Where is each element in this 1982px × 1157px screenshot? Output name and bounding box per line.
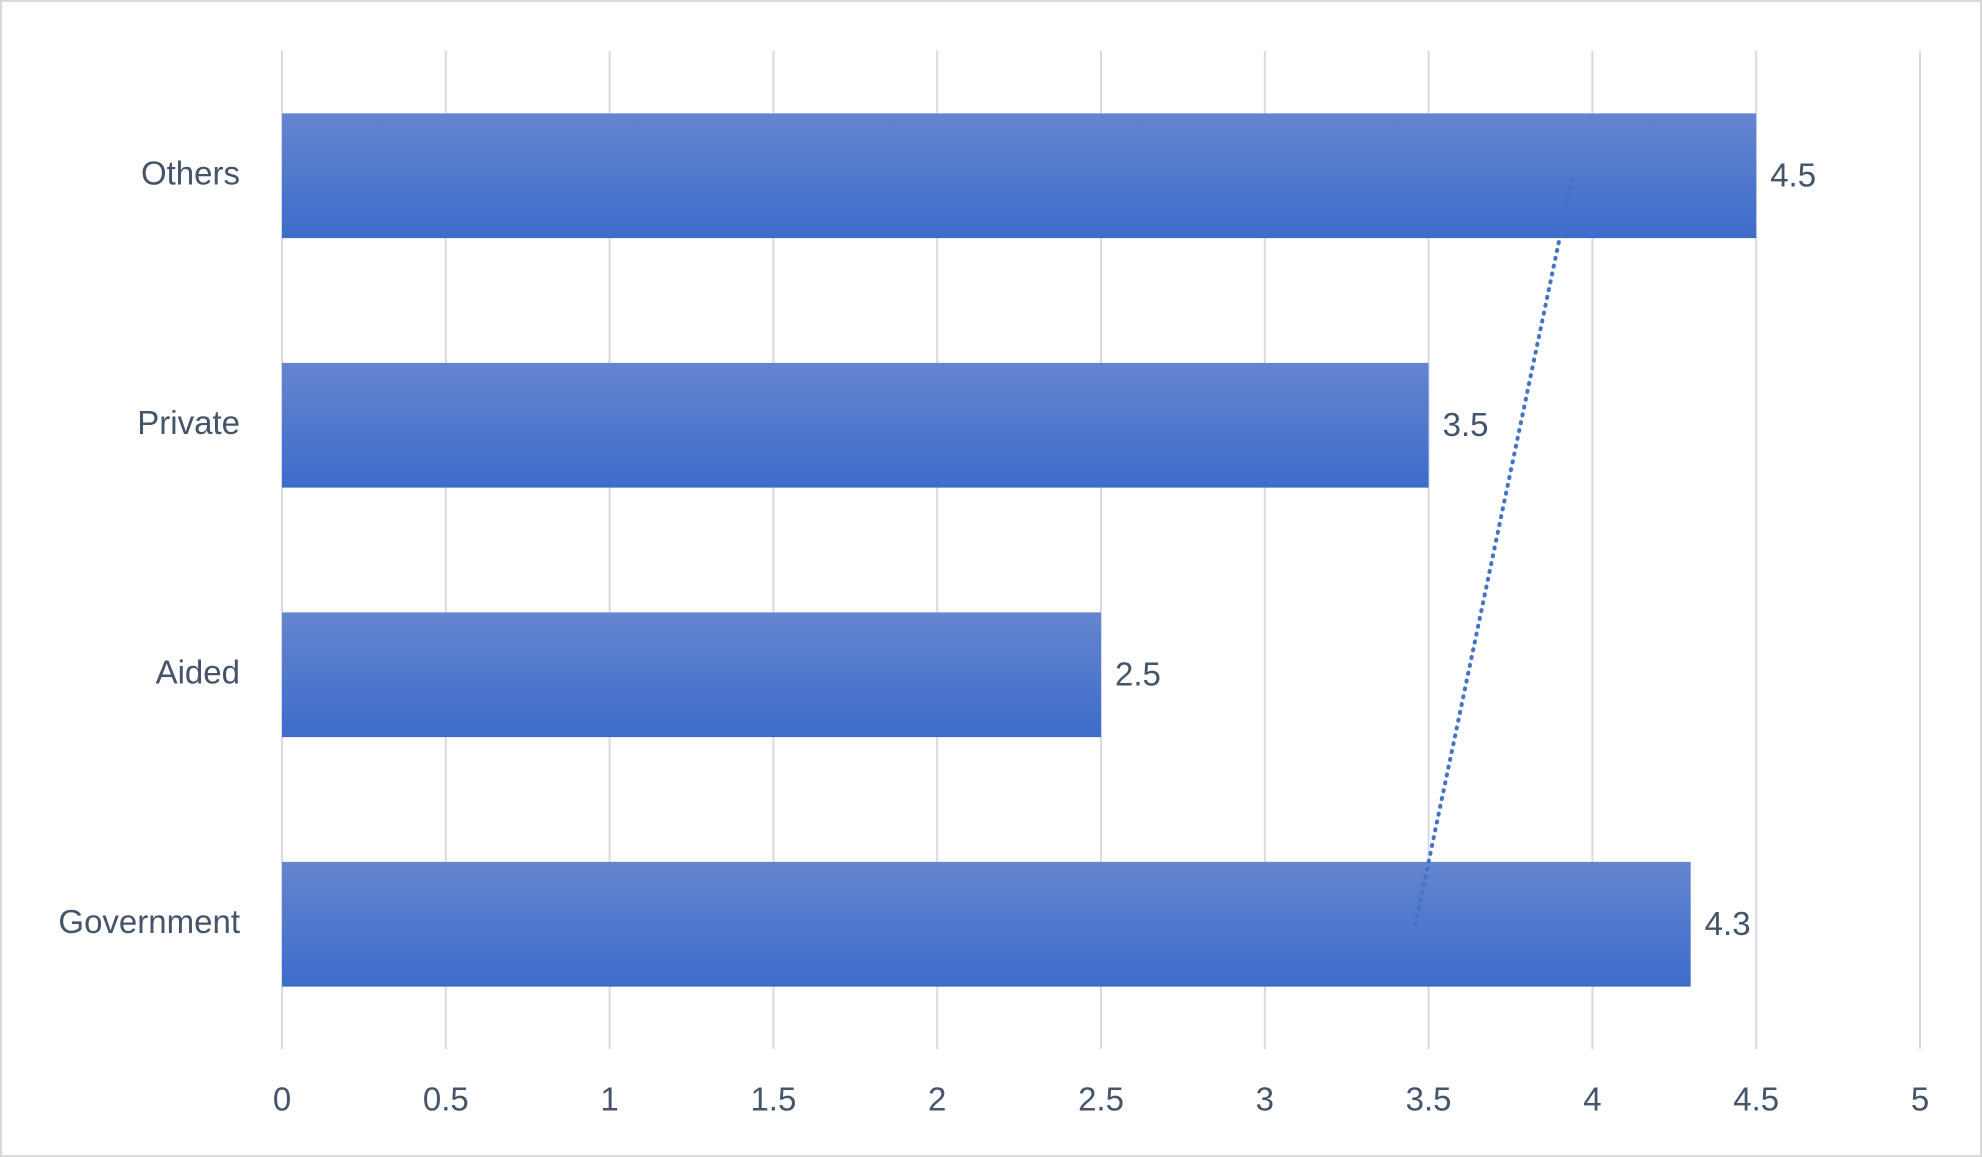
x-tick-label: 2 (928, 1081, 946, 1118)
x-tick-label: 4.5 (1733, 1081, 1779, 1118)
x-tick-label: 2.5 (1078, 1081, 1124, 1118)
data-label: 4.3 (1705, 905, 1751, 942)
trendline (1413, 173, 1575, 927)
x-tick-label: 3 (1256, 1081, 1274, 1118)
bar (282, 362, 1429, 488)
bar (282, 113, 1757, 239)
x-tick-label: 0 (273, 1081, 291, 1118)
data-label: 4.5 (1770, 156, 1816, 193)
x-tick-label: 1.5 (750, 1081, 796, 1118)
y-tick-label: Aided (156, 653, 240, 690)
x-tick-label: 0.5 (423, 1081, 469, 1118)
data-label: 2.5 (1115, 655, 1161, 692)
x-tick-label: 4 (1583, 1081, 1601, 1118)
y-tick-label: Government (58, 903, 240, 940)
bar (282, 861, 1691, 987)
y-tick-label: Private (137, 404, 240, 441)
bar (282, 612, 1101, 738)
x-tick-label: 5 (1911, 1081, 1929, 1118)
data-label: 3.5 (1443, 406, 1489, 443)
x-tick-label: 1 (600, 1081, 618, 1118)
x-tick-label: 3.5 (1406, 1081, 1452, 1118)
y-tick-label: Others (141, 154, 240, 191)
